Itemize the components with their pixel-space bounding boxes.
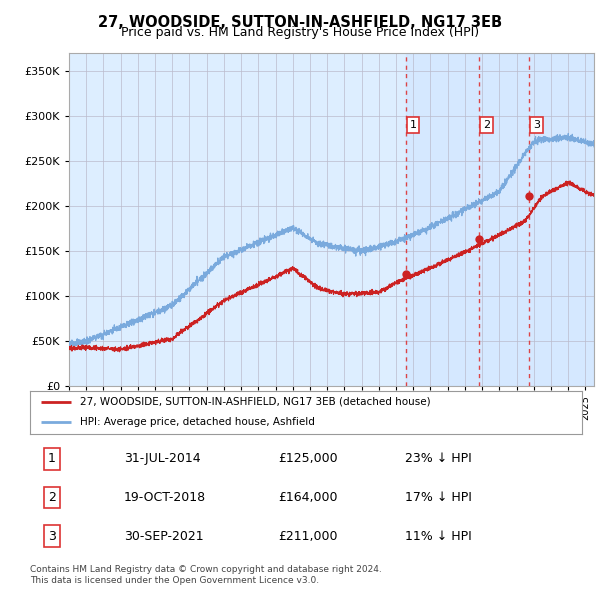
Text: 17% ↓ HPI: 17% ↓ HPI xyxy=(406,491,472,504)
Text: 11% ↓ HPI: 11% ↓ HPI xyxy=(406,530,472,543)
Text: 27, WOODSIDE, SUTTON-IN-ASHFIELD, NG17 3EB (detached house): 27, WOODSIDE, SUTTON-IN-ASHFIELD, NG17 3… xyxy=(80,397,430,407)
Text: 1: 1 xyxy=(48,453,56,466)
Text: 30-SEP-2021: 30-SEP-2021 xyxy=(124,530,203,543)
Text: HPI: Average price, detached house, Ashfield: HPI: Average price, detached house, Ashf… xyxy=(80,417,314,427)
Text: 2: 2 xyxy=(482,120,490,130)
Text: 31-JUL-2014: 31-JUL-2014 xyxy=(124,453,200,466)
Text: Price paid vs. HM Land Registry's House Price Index (HPI): Price paid vs. HM Land Registry's House … xyxy=(121,26,479,39)
Text: 1: 1 xyxy=(410,120,416,130)
Text: £211,000: £211,000 xyxy=(278,530,338,543)
Text: 27, WOODSIDE, SUTTON-IN-ASHFIELD, NG17 3EB: 27, WOODSIDE, SUTTON-IN-ASHFIELD, NG17 3… xyxy=(98,15,502,30)
Text: Contains HM Land Registry data © Crown copyright and database right 2024.
This d: Contains HM Land Registry data © Crown c… xyxy=(30,565,382,585)
Text: 3: 3 xyxy=(533,120,540,130)
Text: £164,000: £164,000 xyxy=(278,491,338,504)
Text: £125,000: £125,000 xyxy=(278,453,338,466)
Text: 23% ↓ HPI: 23% ↓ HPI xyxy=(406,453,472,466)
Text: 3: 3 xyxy=(48,530,56,543)
Bar xyxy=(406,53,594,386)
Text: 19-OCT-2018: 19-OCT-2018 xyxy=(124,491,206,504)
Text: 2: 2 xyxy=(48,491,56,504)
